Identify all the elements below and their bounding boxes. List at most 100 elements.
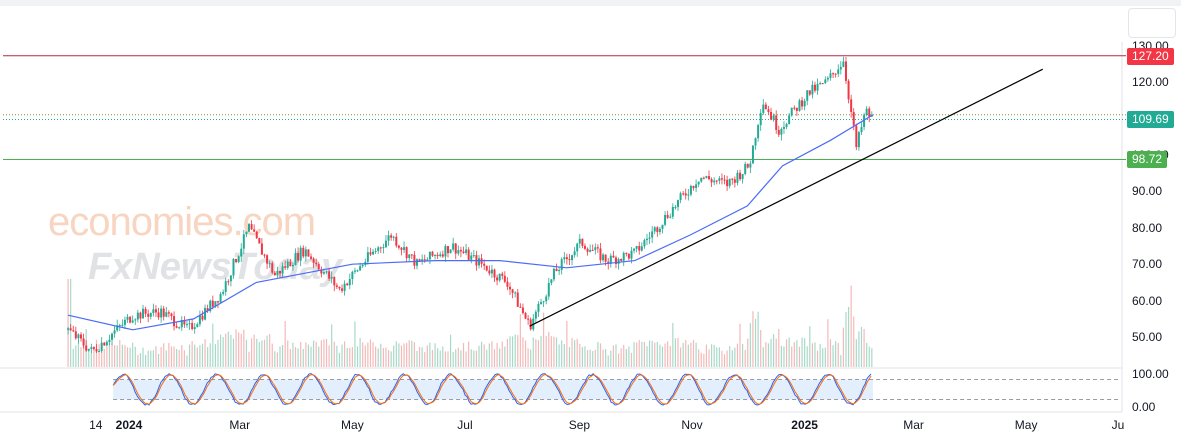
- volume-bar: [493, 349, 496, 367]
- candle-body: [576, 243, 579, 252]
- volume-bar: [483, 344, 485, 367]
- volume-bar: [426, 345, 428, 367]
- candle-body: [273, 272, 276, 276]
- volume-bar: [201, 343, 204, 367]
- volume-bar: [292, 342, 294, 367]
- volume-bar: [473, 350, 475, 367]
- candle-body: [622, 252, 625, 261]
- volume-bar: [300, 341, 302, 367]
- candle-body: [405, 247, 408, 259]
- candle-body: [705, 176, 708, 178]
- volume-bar: [411, 340, 413, 367]
- toolbar-button[interactable]: [1128, 8, 1176, 38]
- candle-body: [695, 184, 698, 189]
- volume-bar: [362, 342, 364, 367]
- candle-body: [519, 306, 522, 308]
- volume-bar: [641, 341, 643, 367]
- volume-bar: [276, 352, 279, 367]
- candle-body: [74, 331, 77, 339]
- volume-bar: [625, 349, 627, 367]
- volume-bar: [204, 339, 206, 367]
- volume-bar: [780, 345, 782, 367]
- candle-body: [780, 128, 783, 135]
- x-tick-label: Ju: [1111, 418, 1125, 432]
- y-tick-label: 120.00: [1132, 74, 1169, 89]
- candle-body: [602, 254, 605, 261]
- volume-bar: [679, 347, 682, 367]
- candle-body: [527, 318, 530, 320]
- candle-body: [708, 176, 711, 180]
- candle-body: [614, 257, 617, 265]
- volume-bar: [181, 345, 183, 367]
- volume-bar: [519, 314, 521, 367]
- volume-bar: [773, 334, 775, 367]
- candle-body: [204, 308, 207, 320]
- volume-bar: [672, 322, 674, 367]
- volume-bar: [827, 319, 829, 367]
- volume-bar: [121, 344, 123, 367]
- volume-bar: [250, 338, 253, 367]
- volume-bar: [77, 342, 80, 367]
- volume-bar: [444, 351, 447, 367]
- candle-body: [604, 254, 607, 262]
- candle-body: [95, 348, 98, 352]
- candle-body: [268, 263, 271, 265]
- volume-bar: [589, 349, 591, 367]
- candle-body: [718, 178, 721, 181]
- candle-body: [547, 283, 550, 297]
- volume-bar: [289, 349, 291, 367]
- candle-body: [798, 100, 801, 111]
- candle-body: [552, 268, 555, 280]
- candle-body: [279, 270, 282, 274]
- top-toolbar: [0, 0, 1181, 6]
- candle-body: [550, 279, 553, 284]
- candle-body: [408, 254, 411, 259]
- candle-body: [521, 307, 524, 314]
- volume-bar: [393, 345, 395, 367]
- candle-body: [413, 254, 416, 266]
- volume-bar: [439, 350, 441, 367]
- volume-bar: [615, 344, 617, 367]
- candle-body: [219, 293, 222, 303]
- volume-bar: [486, 349, 488, 367]
- candle-body: [201, 315, 204, 320]
- volume-bar: [421, 347, 423, 367]
- volume-bar: [659, 344, 661, 367]
- candle-body: [175, 326, 178, 328]
- candle-body: [537, 304, 540, 312]
- volume-bar: [744, 349, 746, 367]
- volume-bar: [468, 341, 470, 367]
- candle-body: [596, 247, 599, 249]
- candle-body: [245, 231, 248, 235]
- candle-body: [813, 84, 816, 91]
- volume-bar: [721, 350, 723, 367]
- candle-body: [400, 247, 403, 250]
- candle-body: [441, 254, 444, 257]
- volume-bar: [176, 349, 178, 367]
- volume-bar: [726, 350, 728, 367]
- volume-bar: [747, 338, 749, 367]
- candle-body: [147, 313, 150, 317]
- candle-body: [250, 224, 253, 230]
- candle-body: [651, 231, 654, 238]
- candle-body: [100, 342, 103, 351]
- volume-bar: [196, 347, 198, 367]
- candle-body: [423, 259, 426, 261]
- volume-bar: [524, 340, 527, 367]
- candle-body: [369, 252, 372, 255]
- volume-bar: [775, 338, 777, 367]
- candle-body: [214, 301, 217, 307]
- candle-body: [689, 185, 692, 195]
- volume-bar: [437, 348, 439, 367]
- candle-body: [390, 235, 393, 238]
- volume-bar: [677, 337, 679, 367]
- candle-body: [558, 269, 561, 272]
- candle-body: [617, 259, 620, 265]
- candle-body: [860, 126, 863, 133]
- volume-bar: [380, 343, 382, 367]
- volume-bar: [80, 347, 82, 367]
- candle-body: [291, 264, 294, 267]
- candle-body: [462, 251, 465, 253]
